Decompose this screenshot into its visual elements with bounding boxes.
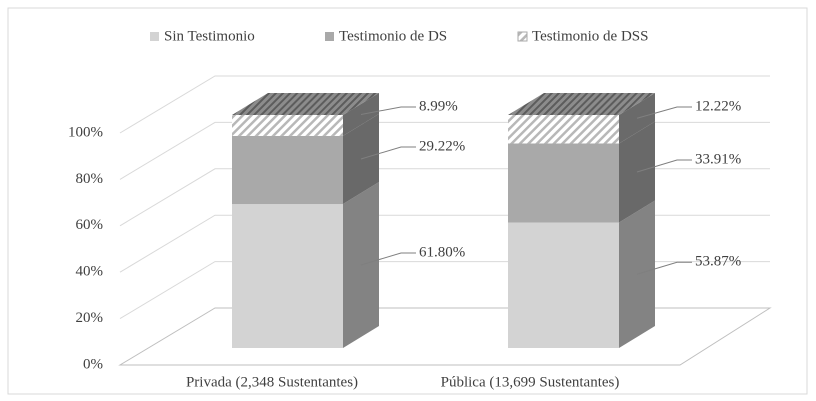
data-label: 53.87% xyxy=(695,254,741,270)
legend-marker xyxy=(325,32,334,41)
data-label: 29.22% xyxy=(419,138,465,154)
leader-line xyxy=(636,106,692,119)
bar-top xyxy=(232,92,379,115)
bar-segment xyxy=(232,204,343,348)
data-label: 33.91% xyxy=(695,151,741,167)
leader-line xyxy=(360,252,416,266)
y-tick-label: 60% xyxy=(76,217,104,233)
data-label: 12.22% xyxy=(695,98,741,114)
y-tick-label: 80% xyxy=(76,171,104,187)
grid-line xyxy=(119,75,770,134)
legend-label: Testimonio de DSS xyxy=(532,28,648,44)
leader-line xyxy=(636,261,692,275)
leader-line xyxy=(360,106,416,115)
legend-label: Sin Testimonio xyxy=(164,28,255,44)
leader-line xyxy=(636,159,692,173)
legend-marker xyxy=(150,32,159,41)
bar-top xyxy=(508,93,655,115)
y-tick-label: 20% xyxy=(76,310,104,326)
x-tick-label: Privada (2,348 Sustentantes) xyxy=(186,374,358,390)
y-tick-label: 40% xyxy=(76,264,104,280)
leader-line xyxy=(360,146,416,160)
bar-segment xyxy=(508,143,619,223)
bar-segment xyxy=(232,114,343,136)
y-tick-label: 0% xyxy=(83,356,103,372)
grid-line xyxy=(119,168,770,227)
data-label: 8.99% xyxy=(419,98,458,114)
legend-label: Testimonio de DS xyxy=(339,28,447,44)
legend-marker xyxy=(517,31,528,42)
chart-border xyxy=(7,7,808,395)
bar-segment xyxy=(232,135,343,205)
grid-line xyxy=(119,261,770,320)
y-tick-label: 100% xyxy=(68,124,103,140)
bar-segment xyxy=(508,115,619,144)
floor xyxy=(118,307,772,366)
x-tick-label: Pública (13,699 Sustentantes) xyxy=(441,374,620,390)
bar-segment xyxy=(508,222,619,348)
data-label: 61.80% xyxy=(419,244,465,260)
